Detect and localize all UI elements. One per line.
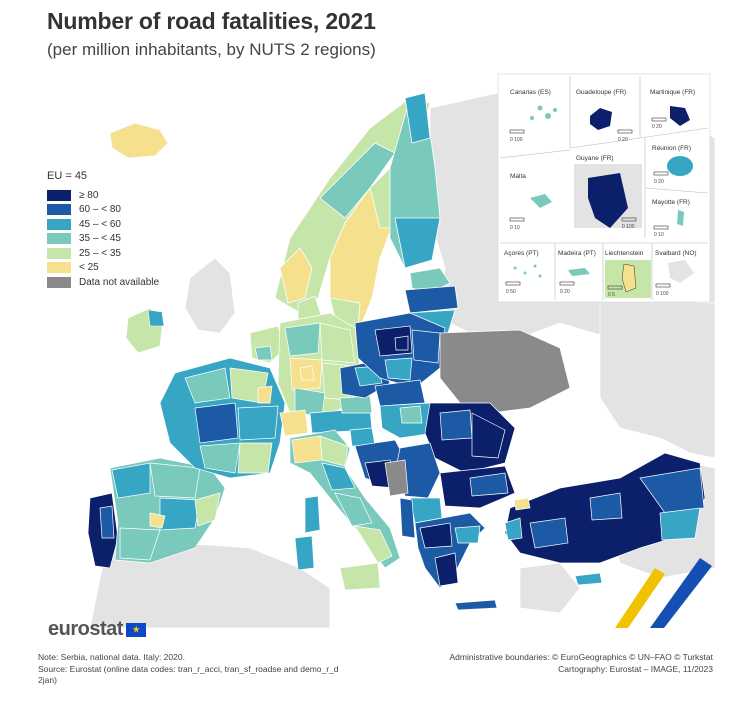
map-subtitle: (per million inhabitants, by NUTS 2 regi…	[47, 40, 376, 59]
legend-swatch	[47, 247, 71, 259]
note-line: Note: Serbia, national data. Italy: 2020…	[38, 652, 185, 662]
legend-label: ≥ 80	[79, 189, 99, 201]
credit-line: Cartography: Eurostat – IMAGE, 11/2023	[558, 663, 713, 674]
legend-label: 60 – < 80	[79, 204, 121, 216]
inset-label-mayotte: Mayotte (FR)	[652, 199, 690, 206]
inset-scale-svalbard: 0 100	[656, 291, 669, 297]
inset-label-svalbard: Svalbard (NO)	[655, 250, 697, 257]
southeast-europe	[384, 329, 706, 611]
central-europe	[277, 312, 446, 489]
credit-line: Administrative boundaries: © EuroGeograp…	[449, 652, 713, 662]
legend-item: Data not available	[47, 275, 159, 290]
legend-swatch	[47, 189, 71, 201]
legend-item: 25 – < 35	[47, 246, 159, 261]
inset-scale-malta: 0 10	[510, 225, 520, 231]
legend-swatch	[47, 276, 71, 288]
western-europe	[87, 325, 321, 571]
legend: EU = 45 ≥ 80 60 – < 80 45 – < 60 35 – < 45 2…	[47, 170, 159, 290]
legend-label: 35 – < 45	[79, 233, 121, 245]
inset-label-madeira: Madeira (PT)	[558, 250, 596, 257]
inset-scale-liechtenstein: 0 5	[608, 292, 615, 298]
inset-scale-acores: 0 50	[506, 289, 516, 295]
inset-scale-mayotte: 0 10	[654, 232, 664, 238]
inset-panel: Canarias (ES) 0 100 Guadeloupe (FR) 0 20…	[497, 73, 711, 303]
credits: Administrative boundaries: © EuroGeograp…	[449, 652, 713, 675]
legend-item: 45 – < 60	[47, 217, 159, 232]
legend-label: 25 – < 35	[79, 247, 121, 259]
inset-scale-madeira: 0 20	[560, 289, 570, 295]
note-line: 2jan)	[38, 675, 57, 685]
inset-scale-guadeloupe: 0 20	[618, 137, 628, 143]
eu-flag-icon: ★	[125, 622, 146, 637]
inset-scale-guyane: 0 100	[622, 224, 635, 230]
legend-swatch	[47, 233, 71, 245]
note-line: Source: Eurostat (online data codes: tra…	[38, 663, 339, 674]
italy	[289, 429, 401, 591]
legend-label: < 25	[79, 262, 99, 274]
inset-scale-martinique: 0 20	[652, 124, 662, 130]
iceland	[109, 122, 169, 159]
inset-scale-canarias: 0 100	[510, 137, 523, 143]
legend-swatch	[47, 204, 71, 216]
map-title: Number of road fatalities, 2021	[47, 8, 376, 34]
finland	[389, 92, 441, 269]
inset-label-guadeloupe: Guadeloupe (FR)	[576, 89, 626, 96]
inset-label-guyane: Guyane (FR)	[576, 155, 614, 162]
norway	[274, 97, 431, 314]
legend-label: 45 – < 60	[79, 218, 121, 230]
legend-swatch	[47, 262, 71, 274]
inset-label-malta: Malta	[510, 173, 526, 180]
legend-item: 35 – < 45	[47, 232, 159, 247]
inset-label-reunion: Réunion (FR)	[652, 145, 691, 152]
legend-swatch	[47, 218, 71, 230]
legend-eu-average: EU = 45	[47, 170, 88, 182]
europe-map: Canarias (ES) 0 100 Guadeloupe (FR) 0 20…	[87, 73, 716, 628]
legend-item: 60 – < 80	[47, 203, 159, 218]
decorative-stripes	[615, 558, 712, 628]
source-note: Note: Serbia, national data. Italy: 2020…	[38, 652, 368, 687]
inset-label-acores: Açores (PT)	[504, 250, 539, 257]
logo-text: eurostat	[48, 618, 123, 640]
eurostat-logo: eurostat ★	[48, 618, 146, 641]
inset-label-martinique: Martinique (FR)	[650, 89, 695, 96]
inset-label-canarias: Canarias (ES)	[510, 89, 551, 96]
legend-item: ≥ 80	[47, 188, 159, 203]
legend-label: Data not available	[79, 276, 160, 288]
legend-item: < 25	[47, 261, 159, 276]
inset-scale-reunion: 0 20	[654, 179, 664, 185]
inset-label-liechtenstein: Liechtenstein	[605, 250, 644, 257]
